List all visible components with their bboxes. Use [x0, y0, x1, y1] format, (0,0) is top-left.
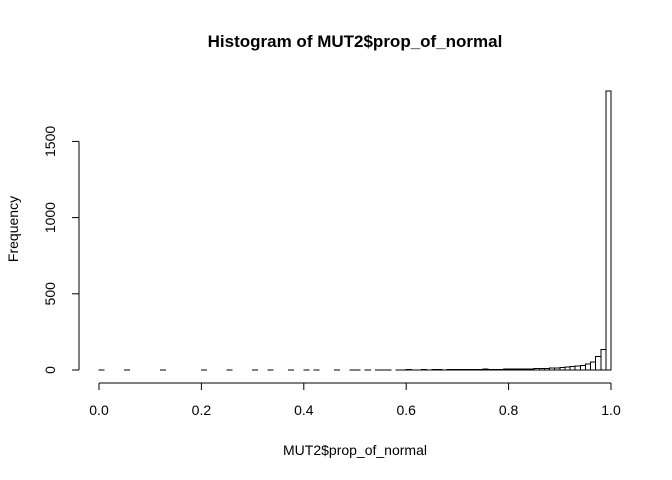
histogram-bar	[538, 368, 545, 371]
histogram-bar	[492, 368, 499, 371]
histogram-bar	[584, 363, 592, 371]
y-tick-label: 500	[42, 282, 58, 306]
bars-group	[98, 90, 612, 371]
histogram-bar	[518, 368, 525, 371]
histogram-bar	[502, 368, 510, 371]
y-axis-ticks: 0 500 1000 1500	[42, 126, 79, 374]
histogram-bar	[605, 90, 612, 371]
x-tick-label: 0.4	[294, 402, 314, 418]
histogram-bar	[595, 356, 602, 371]
histogram-bar	[579, 364, 586, 371]
histogram-bar	[533, 367, 540, 371]
histogram-bar	[482, 368, 489, 371]
histogram-bar	[574, 365, 581, 371]
x-axis-label: MUT2$prop_of_normal	[283, 442, 427, 458]
histogram-bar	[569, 366, 576, 371]
y-tick-label: 0	[42, 366, 58, 374]
histogram-bar	[600, 348, 607, 371]
histogram-bar	[508, 368, 515, 371]
histogram-bar	[543, 367, 551, 371]
x-tick-label: 0.0	[89, 402, 109, 418]
chart-title: Histogram of MUT2$prop_of_normal	[208, 32, 503, 51]
y-tick-label: 1000	[42, 202, 58, 233]
histogram-bar	[513, 368, 520, 371]
x-tick-label: 0.8	[499, 402, 519, 418]
histogram-bar	[497, 368, 504, 371]
histogram-bar	[590, 361, 597, 371]
histogram-bar	[549, 367, 556, 371]
histogram-bar	[477, 368, 484, 371]
histogram-bar	[523, 368, 530, 371]
histogram-bar	[554, 367, 561, 371]
x-tick-label: 1.0	[601, 402, 621, 418]
x-tick-label: 0.6	[396, 402, 416, 418]
y-axis-label: Frequency	[5, 196, 21, 262]
x-tick-label: 0.2	[192, 402, 212, 418]
histogram-bar	[528, 368, 535, 371]
histogram-bar	[564, 366, 571, 371]
histogram-bar	[559, 367, 566, 371]
y-tick-label: 1500	[42, 126, 58, 157]
x-axis-ticks: 0.0 0.2 0.4 0.6 0.8 1.0	[89, 383, 621, 418]
